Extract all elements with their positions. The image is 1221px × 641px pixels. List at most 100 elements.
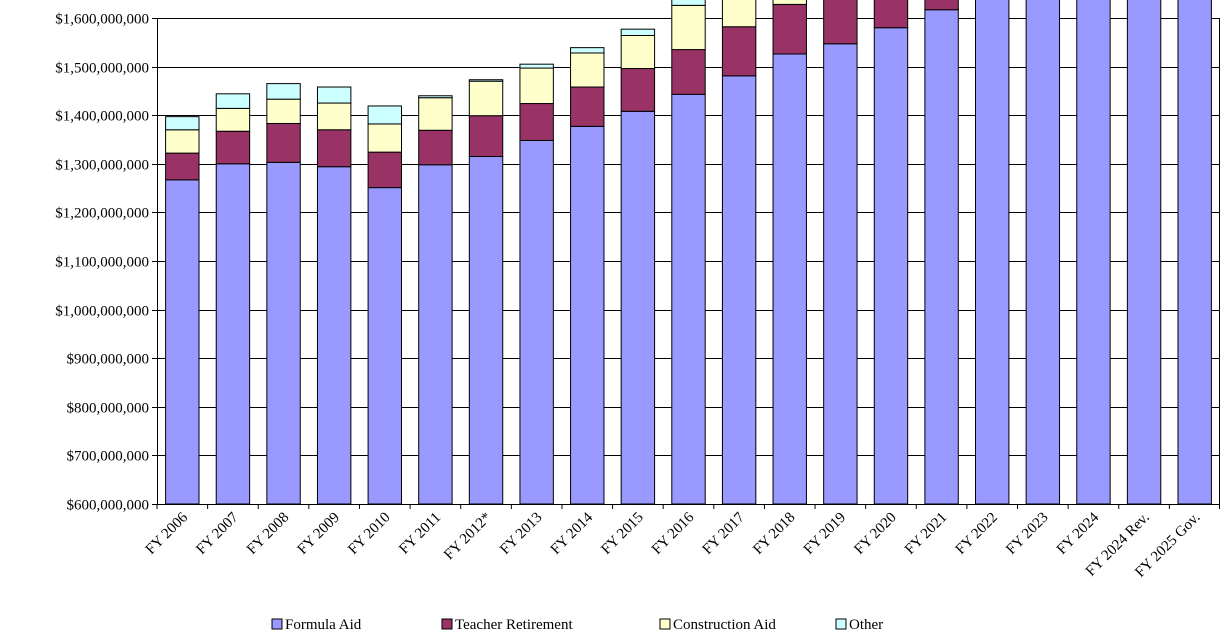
bar-segment (519, 63, 554, 69)
x-tick-label: FY 2006 (143, 509, 192, 558)
bar-segment (570, 47, 605, 54)
x-tick-label: FY 2007 (193, 509, 242, 558)
bar-segment (570, 125, 605, 505)
y-tick-label: $1,200,000,000 (55, 206, 149, 222)
bar-segment (671, 4, 706, 51)
legend-label: Other (849, 617, 883, 633)
legend: Formula Aid Teacher Retirement Constructio… (271, 617, 883, 633)
x-tick-label: FY 2015 (598, 510, 646, 558)
bar-segment (620, 68, 656, 112)
y-tick-label: $1,500,000,000 (55, 61, 149, 77)
legend-swatch (835, 618, 847, 630)
y-tick-label: $1,600,000,000 (55, 12, 149, 28)
x-tick-label: FY 2011 (396, 510, 444, 558)
bar-segment (418, 164, 453, 505)
y-tick-label: $800,000,000 (67, 401, 150, 417)
x-tick-label: FY 2019 (801, 510, 849, 558)
bar-segment (519, 67, 554, 105)
y-tick-label: $700,000,000 (67, 449, 150, 465)
legend-swatch (271, 618, 283, 630)
bar-segment (671, 93, 706, 505)
x-tick-label: FY 2016 (649, 509, 698, 558)
bar-segment (620, 34, 656, 70)
bar-segment (823, 0, 858, 45)
bar-segment (468, 115, 504, 158)
y-tick-label: $900,000,000 (67, 352, 150, 368)
bar-segment (671, 49, 706, 95)
y-axis: $600,000,000 $700,000,000 $800,000,000 $900… (55, 12, 1220, 514)
bar-segment (721, 75, 757, 505)
bar-segment (1025, 0, 1061, 505)
x-tick-label: FY 2009 (295, 510, 343, 558)
x-tick-label: FY 2023 (1003, 510, 1051, 558)
bar-segment (1076, 0, 1111, 505)
x-tick-label: FY 2014 (548, 509, 597, 558)
bar-segment (316, 166, 352, 505)
bar-segment (873, 0, 909, 29)
bar-segment (215, 130, 251, 165)
bar-segment (165, 152, 200, 181)
bars (165, 0, 1212, 505)
bar-segment (215, 107, 251, 132)
bar-segment (316, 102, 352, 131)
y-tick-label: $600,000,000 (67, 498, 150, 514)
x-tick-label: FY 2018 (750, 510, 798, 558)
bar-segment (418, 95, 453, 99)
bar-segment (570, 86, 605, 127)
bar-segment (468, 156, 504, 505)
y-tick-label: $1,100,000,000 (55, 255, 149, 271)
x-axis: FY 2006 FY 2007 FY 2008 FY 2009 FY 2010 FY 20… (143, 504, 1220, 581)
bar-segment (924, 9, 959, 505)
bar-segment (316, 86, 352, 104)
x-tick-label: FY 2020 (851, 510, 899, 558)
bar-segment (1177, 0, 1212, 505)
bar-segment (266, 98, 301, 124)
x-tick-label: FY 2010 (345, 510, 393, 558)
bar-segment (620, 110, 656, 505)
bar-segment (418, 97, 453, 131)
bar-segment (975, 0, 1010, 505)
y-tick-label: $1,300,000,000 (55, 158, 149, 174)
bar-segment (468, 80, 504, 117)
bar-segment (873, 27, 909, 505)
x-tick-label: FY 2013 (497, 510, 545, 558)
x-tick-label: FY 2008 (244, 510, 292, 558)
bar-segment (418, 129, 453, 166)
bar-segment (721, 26, 757, 77)
bar-segment (620, 28, 656, 36)
bar-segment (671, 0, 706, 6)
bar-segment (165, 129, 200, 154)
bar-segment (570, 52, 605, 88)
bar-segment (367, 187, 402, 505)
bar-segment (266, 122, 301, 163)
bar-segment (519, 139, 554, 505)
legend-label: Construction Aid (673, 617, 776, 633)
bar-segment (165, 116, 200, 131)
legend-label: Teacher Retirement (455, 617, 573, 633)
x-tick-label: FY 2017 (700, 509, 749, 558)
bar-segment (823, 43, 858, 505)
bar-segment (367, 151, 402, 189)
bar-segment (721, 0, 757, 28)
x-tick-label: FY 2024 (1054, 509, 1103, 558)
bar-segment (367, 105, 402, 125)
bar-segment (215, 163, 251, 505)
y-tick-label: $1,000,000,000 (55, 304, 149, 320)
bar-segment (468, 79, 504, 82)
bar-segment (772, 0, 807, 5)
x-tick-label: FY 2012* (441, 510, 495, 564)
bar-segment (519, 103, 554, 141)
y-tick-label: $1,400,000,000 (55, 109, 149, 125)
legend-swatch (441, 618, 453, 630)
bar-segment (772, 53, 807, 505)
bar-segment (165, 179, 200, 505)
bar-segment (266, 161, 301, 505)
bar-segment (924, 0, 959, 11)
bar-segment (367, 123, 402, 153)
bar-segment (772, 3, 807, 55)
x-tick-label: FY 2021 (902, 510, 950, 558)
legend-swatch (659, 618, 671, 630)
x-tick-label: FY 2022 (953, 510, 1001, 558)
legend-label: Formula Aid (285, 617, 362, 633)
